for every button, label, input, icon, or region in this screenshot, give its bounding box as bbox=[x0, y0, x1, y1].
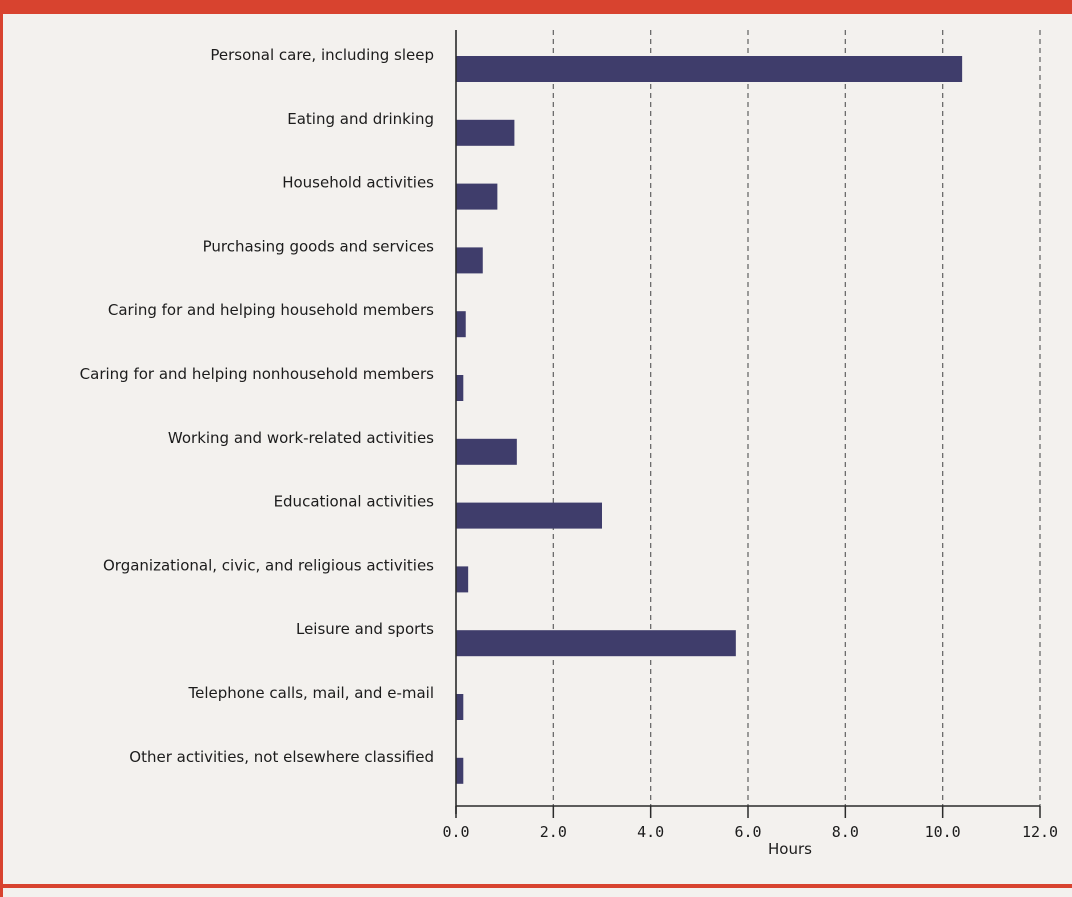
category-label: Caring for and helping household members bbox=[108, 301, 434, 319]
frame-top-border bbox=[0, 0, 1072, 14]
x-tick-label: 2.0 bbox=[540, 823, 567, 841]
grid-layer bbox=[552, 30, 1041, 806]
x-tick-label: 6.0 bbox=[734, 823, 761, 841]
bar bbox=[456, 311, 466, 338]
bar bbox=[456, 247, 483, 274]
bar bbox=[456, 566, 469, 593]
bar bbox=[456, 757, 464, 784]
category-label-layer: Personal care, including sleep Eating and… bbox=[80, 46, 435, 766]
bar bbox=[456, 56, 963, 82]
bar bbox=[456, 630, 736, 657]
bar bbox=[456, 375, 464, 401]
bar bbox=[456, 438, 517, 465]
category-label: Personal care, including sleep bbox=[210, 46, 434, 64]
bar bbox=[456, 183, 498, 210]
x-tick-label: 12.0 bbox=[1022, 823, 1058, 841]
category-label: Other activities, not elsewhere classifi… bbox=[129, 748, 434, 766]
category-label: Caring for and helping nonhousehold memb… bbox=[80, 365, 435, 383]
category-label: Leisure and sports bbox=[296, 620, 434, 638]
category-label: Organizational, civic, and religious act… bbox=[103, 556, 434, 574]
bar bbox=[456, 119, 515, 146]
category-label: Working and work-related activities bbox=[168, 429, 434, 447]
frame-bottom-border bbox=[0, 884, 1072, 888]
x-tick-label: 8.0 bbox=[832, 823, 859, 841]
axis-layer: 0.0 2.0 4.0 6.0 8.0 10.0 12.0 bbox=[442, 30, 1058, 841]
x-tick-label: 10.0 bbox=[925, 823, 961, 841]
x-tick-label: 4.0 bbox=[637, 823, 664, 841]
bar bbox=[456, 694, 464, 720]
category-label: Educational activities bbox=[274, 493, 435, 511]
bar bbox=[456, 502, 602, 529]
frame-left-border bbox=[0, 0, 3, 897]
category-label: Eating and drinking bbox=[287, 110, 434, 128]
bar-layer bbox=[456, 56, 963, 784]
category-label: Telephone calls, mail, and e-mail bbox=[187, 684, 434, 702]
x-tick-label: 0.0 bbox=[442, 823, 469, 841]
category-label: Household activities bbox=[282, 174, 434, 192]
category-label: Purchasing goods and services bbox=[203, 237, 435, 255]
x-axis-title: Hours bbox=[768, 840, 812, 858]
